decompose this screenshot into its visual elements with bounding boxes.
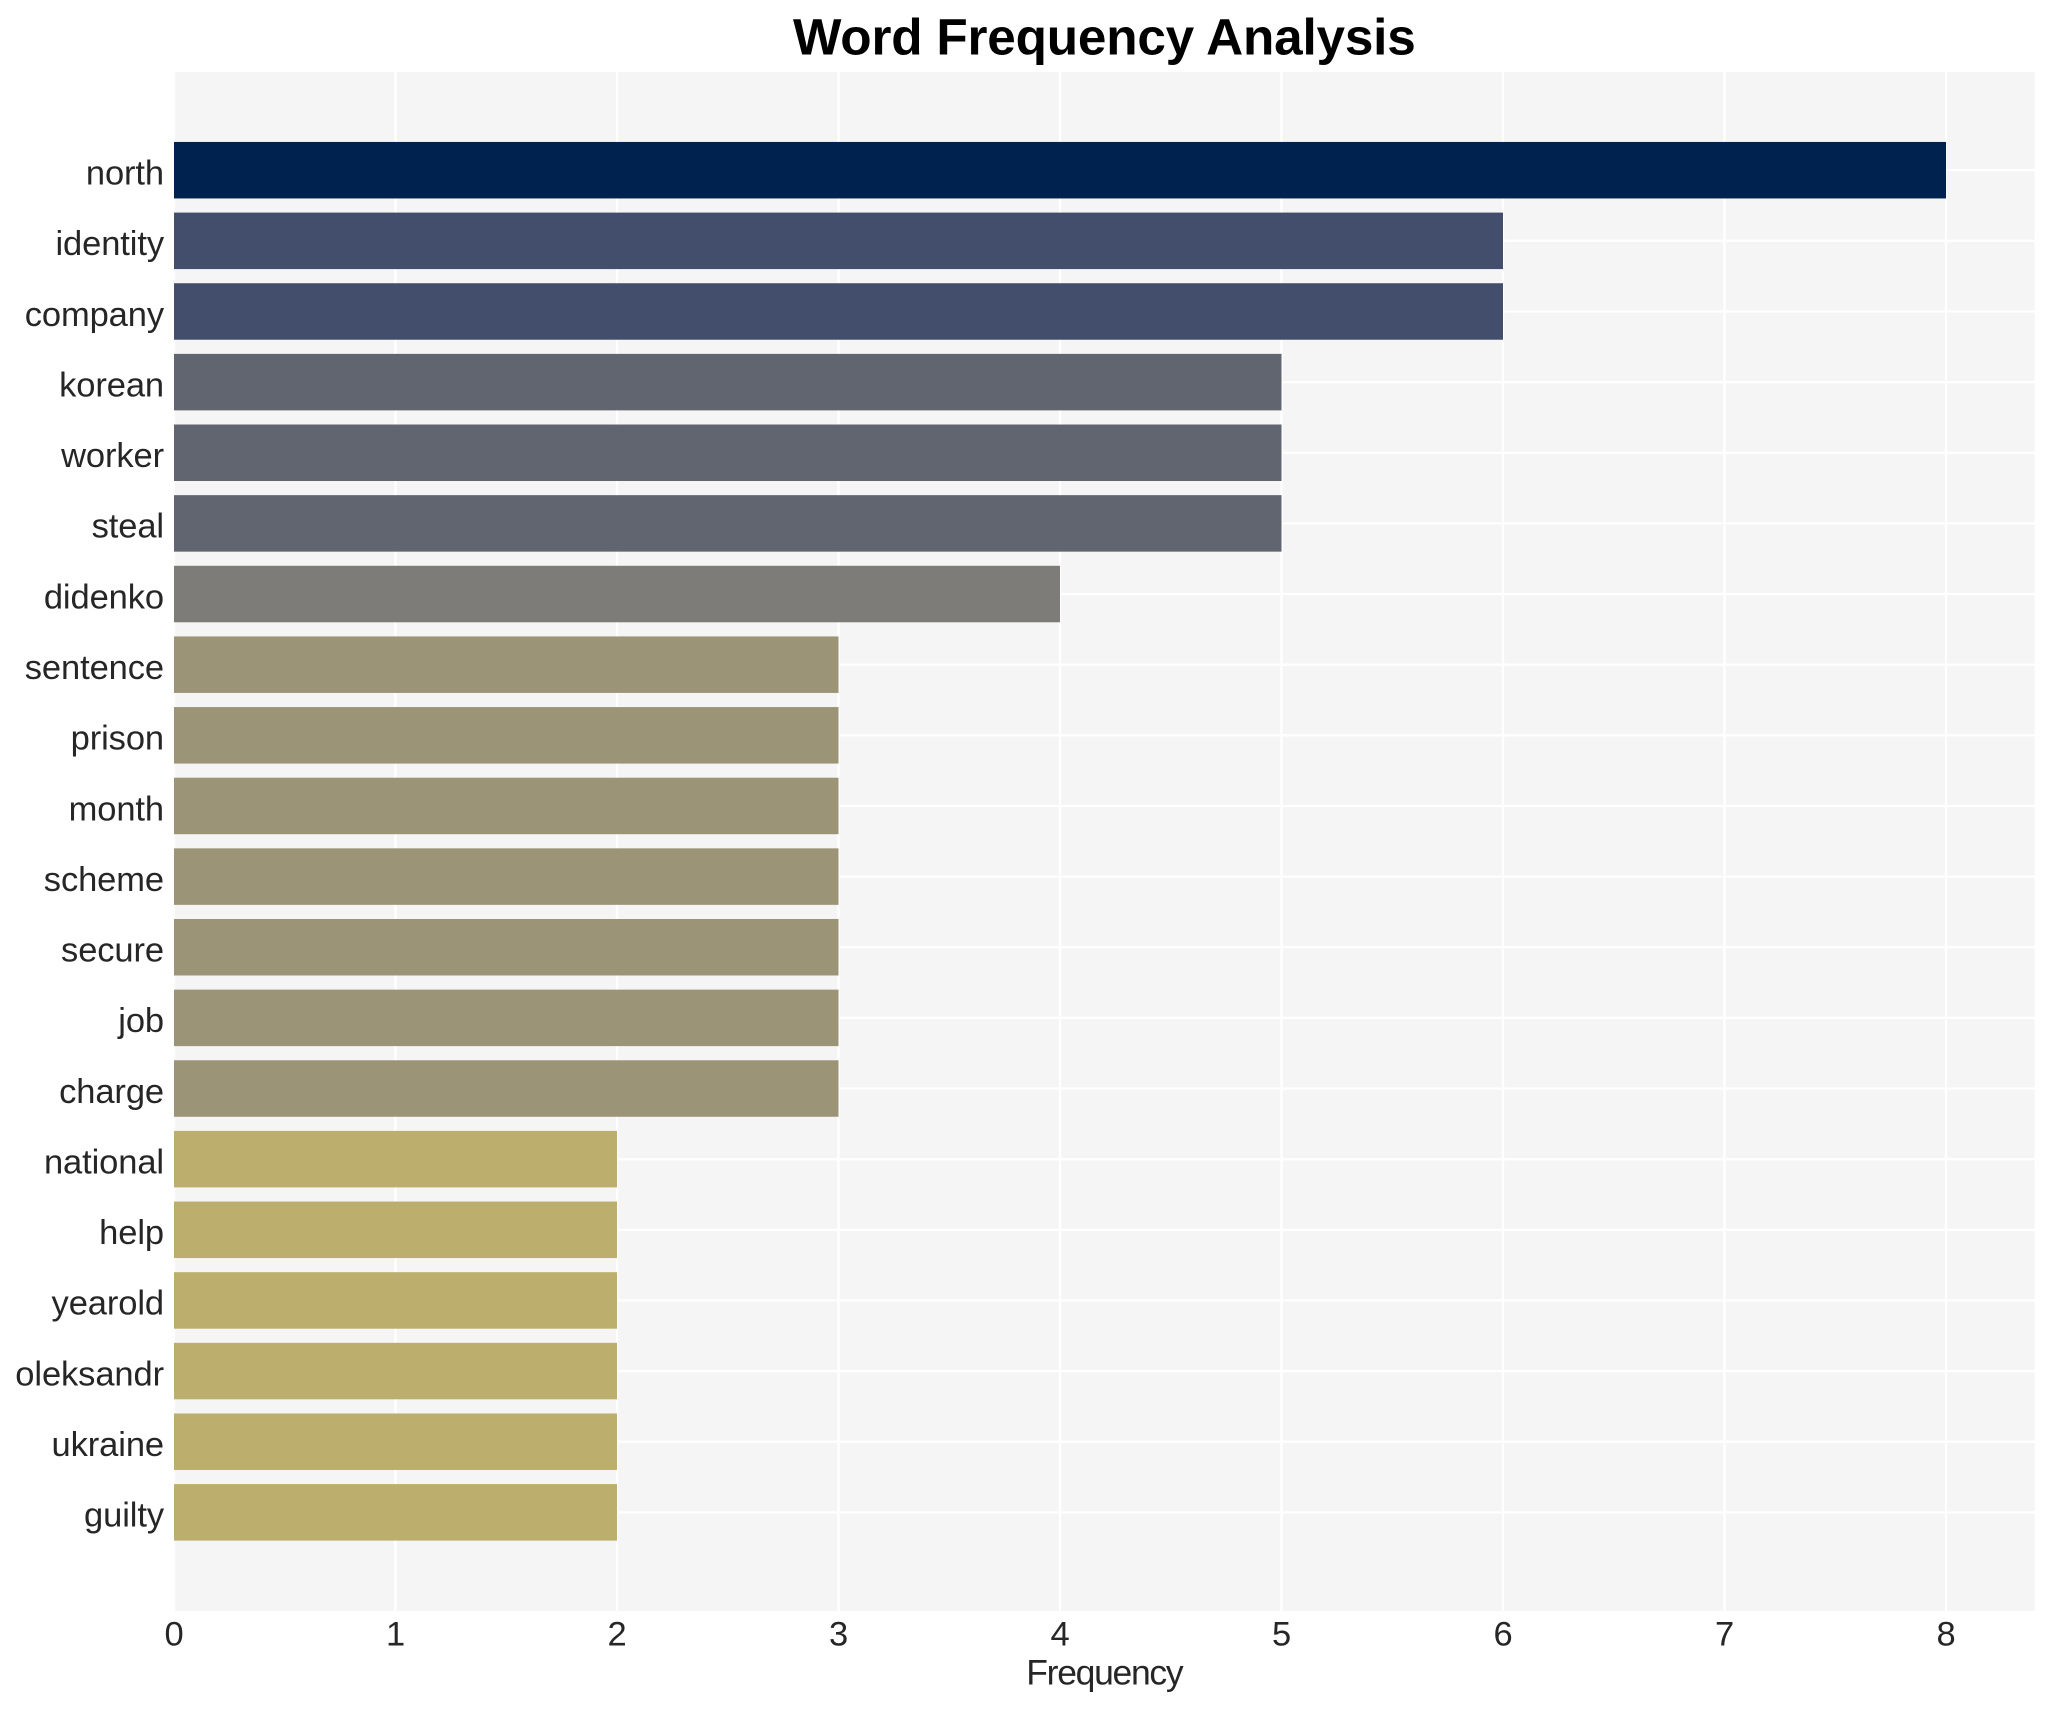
svg-text:5: 5 <box>1272 1615 1291 1653</box>
svg-text:help: help <box>99 1214 164 1252</box>
svg-text:steal: steal <box>92 508 164 546</box>
svg-text:charge: charge <box>59 1073 164 1111</box>
svg-text:didenko: didenko <box>44 578 164 616</box>
svg-text:oleksandr: oleksandr <box>15 1355 164 1393</box>
svg-text:8: 8 <box>1936 1615 1955 1653</box>
svg-text:north: north <box>86 155 164 193</box>
svg-text:national: national <box>44 1144 164 1182</box>
svg-text:identity: identity <box>55 225 164 263</box>
svg-text:6: 6 <box>1493 1615 1512 1653</box>
svg-text:scheme: scheme <box>44 861 164 899</box>
svg-text:guilty: guilty <box>84 1497 165 1535</box>
svg-text:1: 1 <box>386 1615 405 1653</box>
svg-text:company: company <box>25 296 165 334</box>
svg-text:yearold: yearold <box>52 1285 164 1323</box>
svg-text:korean: korean <box>59 366 164 404</box>
svg-text:7: 7 <box>1715 1615 1734 1653</box>
svg-text:secure: secure <box>61 932 164 970</box>
svg-text:0: 0 <box>164 1615 183 1653</box>
svg-text:3: 3 <box>829 1615 848 1653</box>
svg-text:prison: prison <box>71 720 164 758</box>
svg-text:worker: worker <box>60 437 164 475</box>
svg-text:ukraine: ukraine <box>52 1426 164 1464</box>
svg-text:sentence: sentence <box>25 649 164 687</box>
svg-text:job: job <box>117 1002 164 1040</box>
svg-text:Word Frequency Analysis: Word Frequency Analysis <box>793 9 1416 66</box>
svg-text:Frequency: Frequency <box>1026 1653 1184 1693</box>
svg-text:2: 2 <box>607 1615 626 1653</box>
svg-text:month: month <box>69 790 164 828</box>
svg-text:4: 4 <box>1050 1615 1069 1653</box>
